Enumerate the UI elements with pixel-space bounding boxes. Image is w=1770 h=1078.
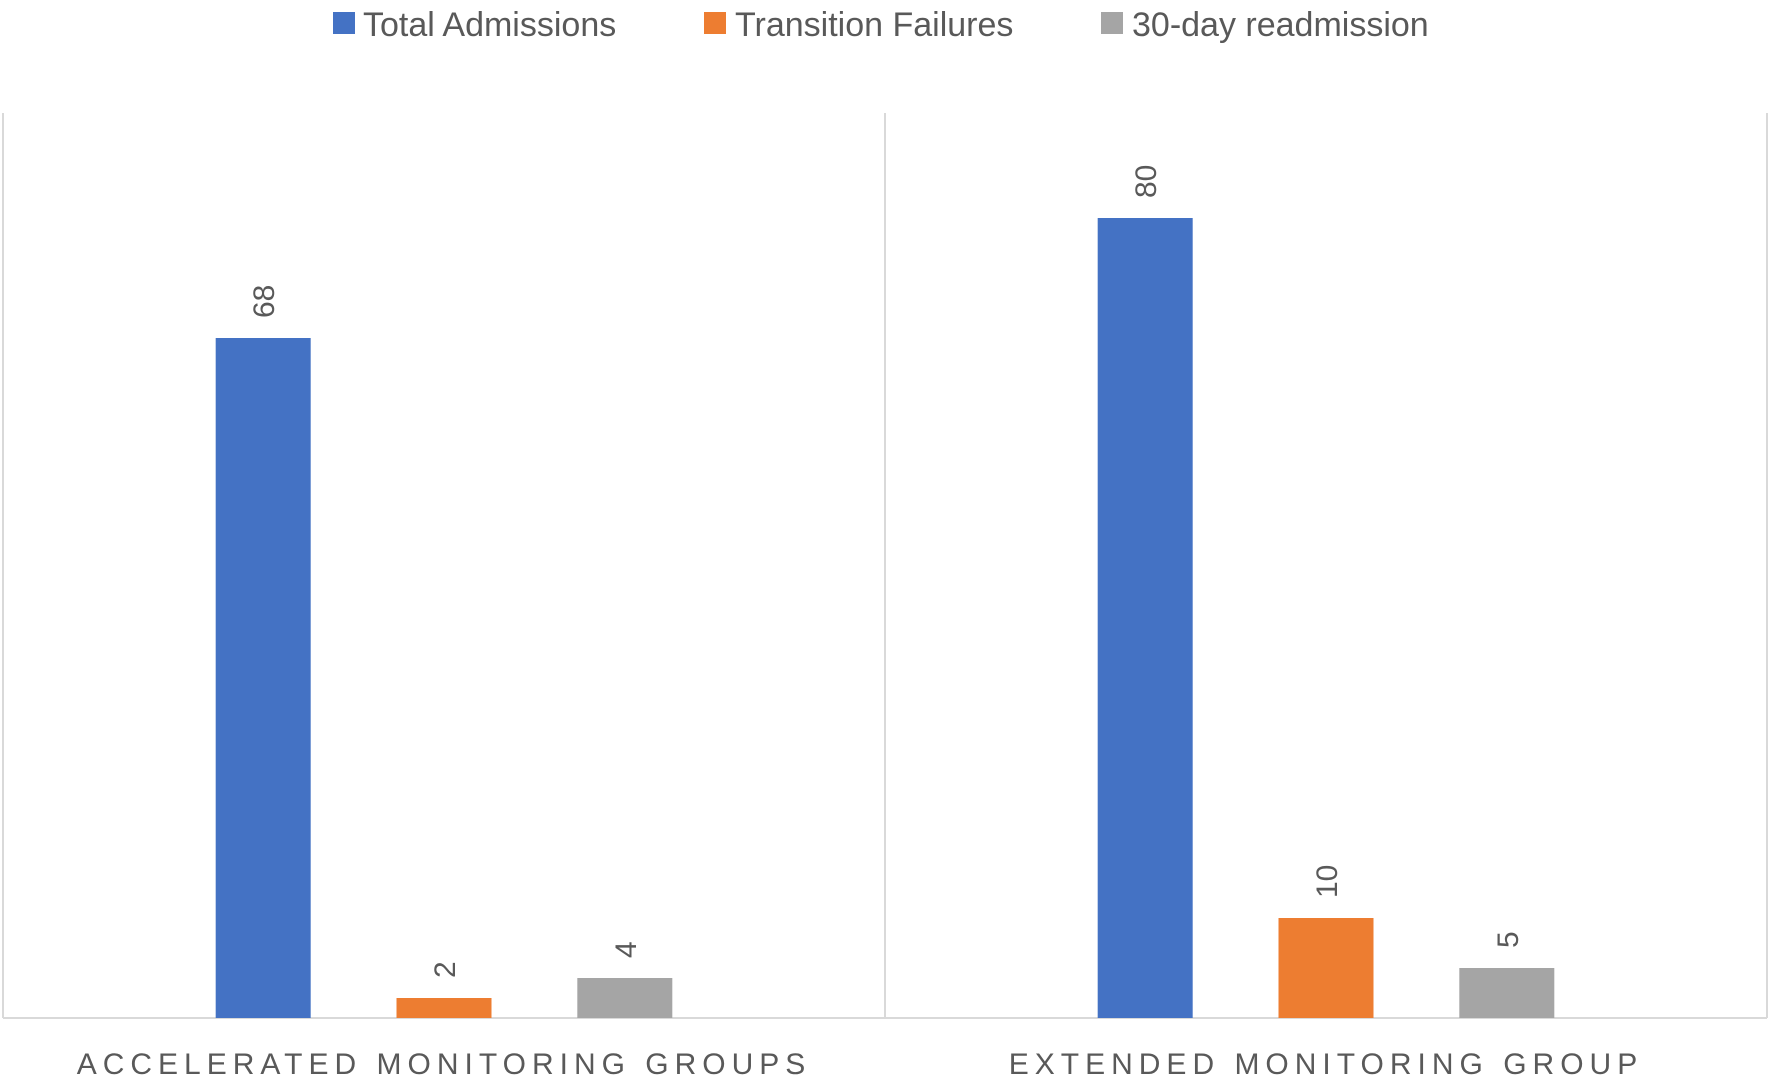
data-label-3-1: 4 <box>610 941 643 958</box>
data-label-2-2: 10 <box>1311 865 1344 898</box>
data-label-1-1: 68 <box>248 285 281 318</box>
bar-2-2 <box>1278 918 1374 1018</box>
legend-swatch-2 <box>704 12 726 34</box>
legend-swatch-1 <box>333 12 355 34</box>
bar-1-2 <box>1097 218 1193 1018</box>
category-label-2: EXTENDED MONITORING GROUP <box>1009 1048 1643 1078</box>
legend-label-1: Total Admissions <box>363 6 616 44</box>
data-label-3-2: 5 <box>1492 931 1525 948</box>
legend: Total Admissions Transition Failures 30-da… <box>333 6 1429 44</box>
legend-swatch-3 <box>1101 12 1123 34</box>
bar-1-1 <box>215 338 311 1018</box>
data-label-1-2: 80 <box>1130 165 1163 198</box>
plot-area: 68 2 4 80 10 5 <box>2 113 1768 1019</box>
data-label-2-1: 2 <box>429 961 462 978</box>
bar-3-1 <box>577 978 673 1018</box>
category-labels: ACCELERATED MONITORING GROUPS EXTENDED MO… <box>77 1048 1643 1078</box>
bar-2-1 <box>396 998 492 1018</box>
category-label-1: ACCELERATED MONITORING GROUPS <box>77 1048 812 1078</box>
bar-3-2 <box>1459 968 1555 1018</box>
legend-label-3: 30-day readmission <box>1132 6 1429 44</box>
legend-label-2: Transition Failures <box>735 6 1013 44</box>
